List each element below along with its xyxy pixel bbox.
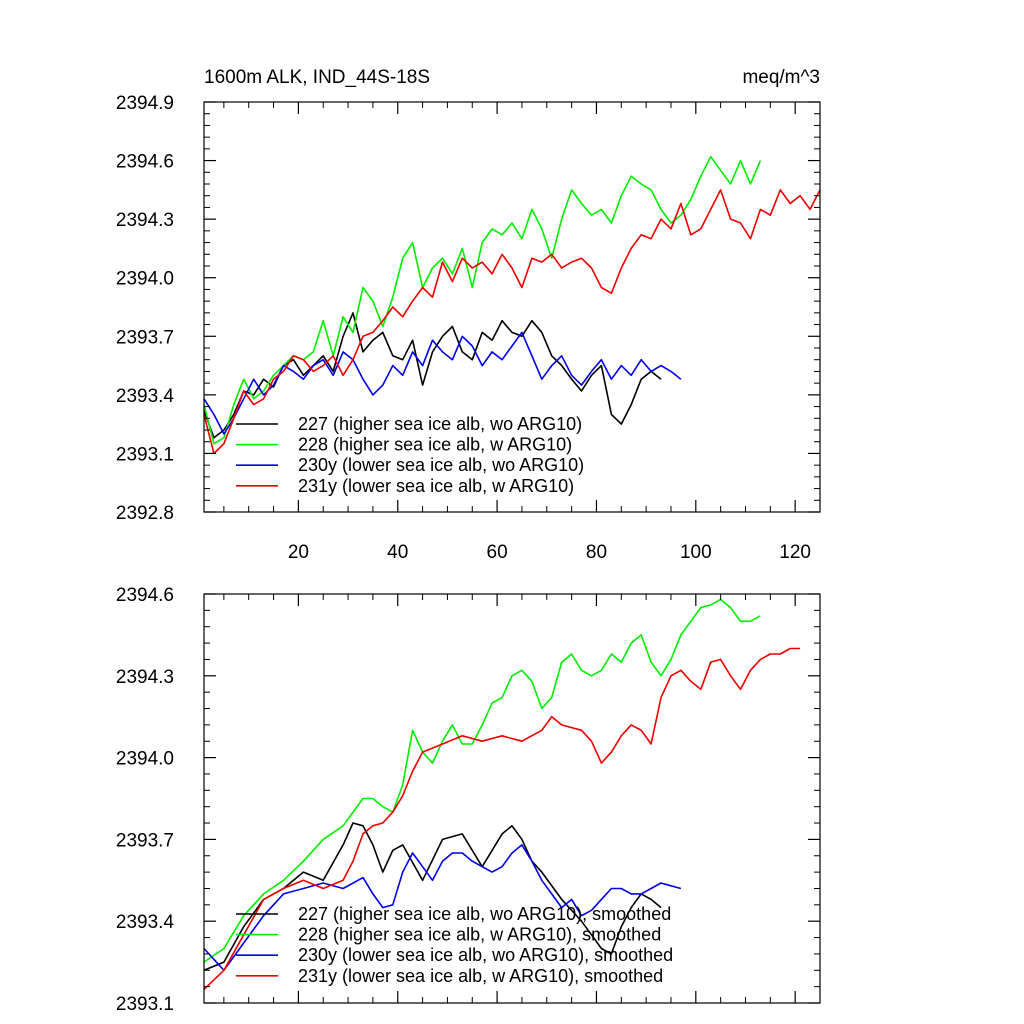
series-line-230y-panel1 [203,331,682,435]
y-tick-label: 2394.0 [116,269,174,290]
legend-label-227: 227 (higher sea ice alb, wo ARG10), smoo… [298,904,671,924]
y-tick-label: 2393.7 [116,830,174,851]
series-line-231y-panel2 [203,647,801,990]
y-tick-label: 2393.7 [116,327,174,348]
y-tick-label: 2393.4 [116,386,175,407]
x-tick-label: 40 [387,542,408,563]
legend-label-231y: 231y (lower sea ice alb, w ARG10), smoot… [298,966,663,986]
series-line-231y-panel1 [203,189,821,455]
y-tick-label: 2394.0 [116,749,174,770]
y-tick-label: 2393.4 [116,912,175,933]
legend-label-228: 228 (higher sea ice alb, w ARG10), smoot… [298,925,661,945]
plot-frame [203,101,821,513]
legend-label-230y: 230y (lower sea ice alb, wo ARG10) [298,455,584,475]
x-tick-label: 100 [680,542,712,563]
series-line-227-panel2 [203,822,662,972]
x-tick-label: 20 [288,542,309,563]
y-tick-label: 2393.1 [116,994,174,1015]
y-tick-label: 2394.6 [116,585,174,606]
legend-label-231y: 231y (lower sea ice alb, w ARG10) [298,476,574,496]
series-line-228-panel2 [203,598,761,963]
legend-label-230y: 230y (lower sea ice alb, wo ARG10), smoo… [298,945,673,965]
x-tick-label: 120 [779,542,811,563]
top-panel: 2392.8 2393.1 2393.4 2393.7 2394.0 2394.3 2394… [116,93,821,563]
x-tick-label: 80 [586,542,607,563]
x-tick-label: 60 [487,542,508,563]
y-tick-label: 2392.8 [116,503,174,524]
y-tick-label: 2394.3 [116,210,174,231]
y-tick-label: 2394.6 [116,152,174,173]
y-tick-label: 2393.1 [116,444,174,465]
series-line-228-panel1 [203,155,762,445]
series-line-230y-panel2 [203,844,682,972]
y-tick-label: 2394.3 [116,667,174,688]
legend: 227 (higher sea ice alb, wo ARG10), smoo… [236,904,673,986]
legend: 227 (higher sea ice alb, wo ARG10)228 (h… [236,414,584,496]
legend-label-227: 227 (higher sea ice alb, wo ARG10) [298,414,582,434]
chart-title: 1600m ALK, IND_44S-18S [204,67,430,88]
y-tick-label: 2394.9 [116,93,174,114]
plot-frame [203,593,821,1004]
units-label: meq/m^3 [742,67,820,88]
bottom-panel: 2393.1 2393.4 2393.7 2394.0 2394.3 2394.6 227 … [116,585,821,1015]
legend-label-228: 228 (higher sea ice alb, w ARG10) [298,435,572,455]
